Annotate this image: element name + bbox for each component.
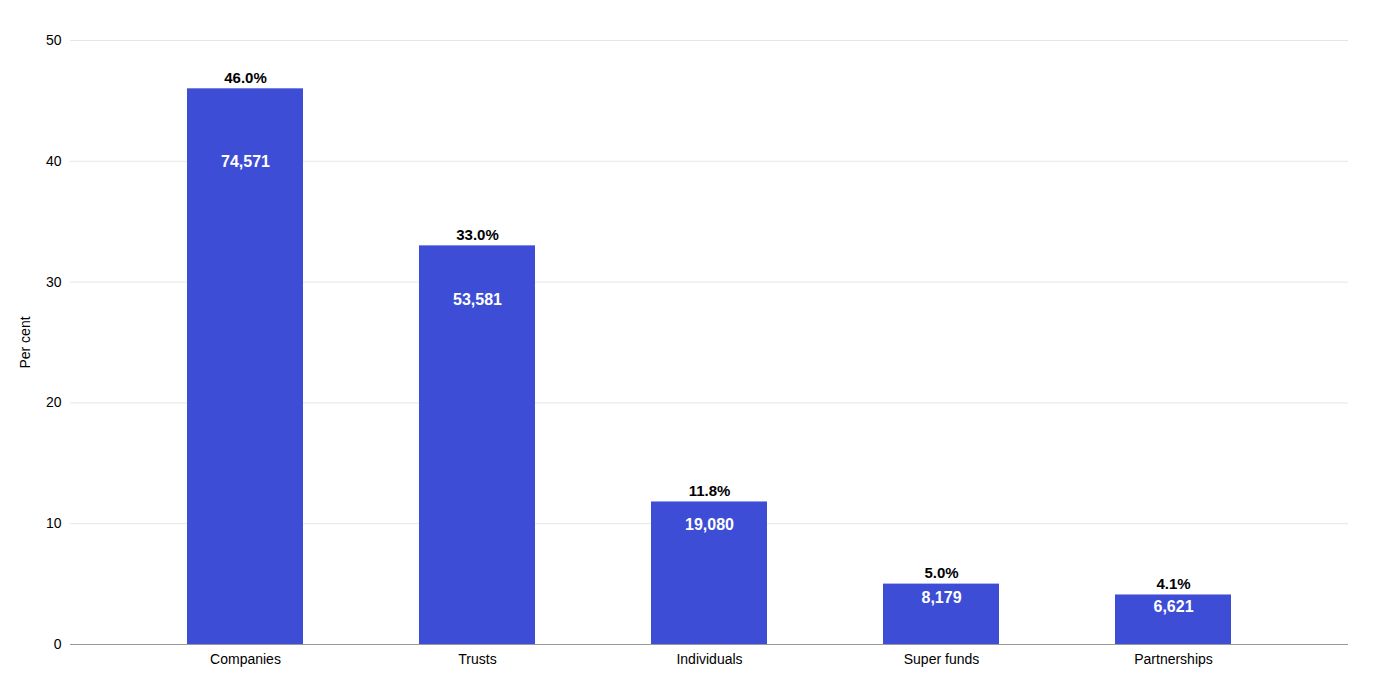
svg-text:Companies: Companies [210, 651, 281, 667]
svg-text:Individuals: Individuals [676, 651, 742, 667]
svg-text:33.0%: 33.0% [456, 226, 499, 243]
svg-text:10: 10 [46, 515, 62, 531]
svg-text:Per cent: Per cent [17, 316, 33, 368]
svg-text:20: 20 [46, 394, 62, 410]
svg-text:11.8%: 11.8% [689, 482, 731, 499]
svg-text:4.1%: 4.1% [1156, 575, 1190, 592]
svg-text:Super funds: Super funds [904, 651, 980, 667]
svg-text:8,179: 8,179 [921, 589, 961, 606]
svg-text:6,621: 6,621 [1153, 598, 1193, 615]
svg-text:50: 50 [46, 32, 62, 48]
svg-text:Trusts: Trusts [458, 651, 496, 667]
svg-text:5.0%: 5.0% [924, 564, 958, 581]
svg-text:40: 40 [46, 153, 62, 169]
svg-text:0: 0 [54, 636, 62, 652]
svg-text:53,581: 53,581 [453, 291, 502, 308]
svg-text:Partnerships: Partnerships [1134, 651, 1213, 667]
svg-text:46.0%: 46.0% [224, 69, 267, 86]
svg-text:30: 30 [46, 274, 62, 290]
svg-text:19,080: 19,080 [685, 516, 734, 533]
svg-text:74,571: 74,571 [221, 153, 270, 170]
